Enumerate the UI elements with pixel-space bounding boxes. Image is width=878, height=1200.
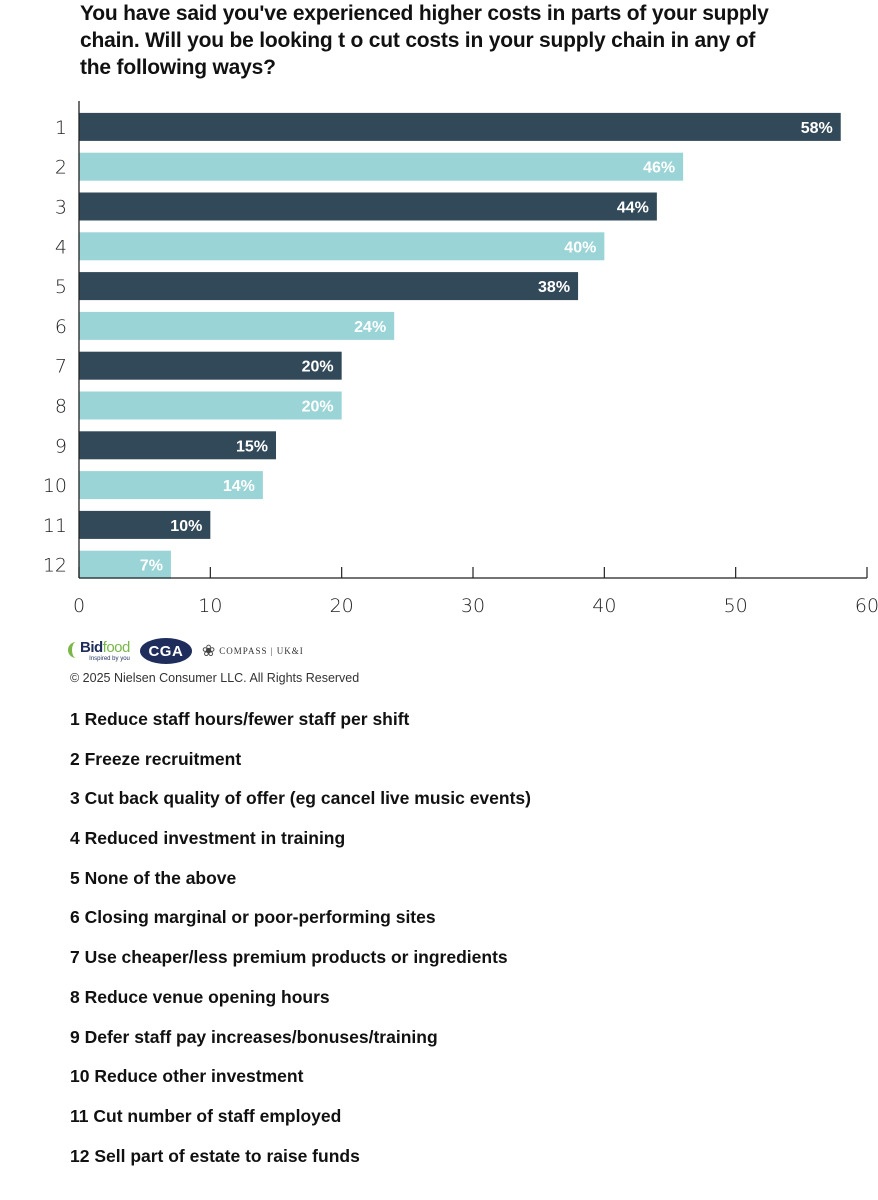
bar-value-label: 46% <box>643 160 675 177</box>
legend-item: 11 Cut number of staff employed <box>70 1105 342 1126</box>
copyright-notice: © 2025 Nielsen Consumer LLC. All Rights … <box>70 671 360 685</box>
y-tick-label: 10 <box>43 475 67 497</box>
bar-value-label: 44% <box>617 200 649 217</box>
legend-item: 10 Reduce other investment <box>70 1066 304 1087</box>
y-tick-label: 2 <box>55 157 67 179</box>
bar-value-label: 58% <box>801 120 833 137</box>
bidfood-swoosh-icon <box>68 641 86 658</box>
legend-item: 9 Defer staff pay increases/bonuses/trai… <box>70 1026 438 1047</box>
legend-item: 3 Cut back quality of offer (eg cancel l… <box>70 788 531 809</box>
legend-item: 5 None of the above <box>70 867 237 888</box>
bar <box>79 510 211 539</box>
bar-value-label: 7% <box>140 558 163 575</box>
bar-value-label: 38% <box>538 279 570 296</box>
cga-logo: CGA <box>139 638 192 664</box>
bar-value-label: 20% <box>302 399 334 416</box>
x-tick-label: 40 <box>592 595 616 617</box>
y-tick-label: 7 <box>55 356 67 378</box>
bar-value-label: 10% <box>170 518 202 535</box>
category-legend: 1 Reduce staff hours/fewer staff per shi… <box>70 708 531 1184</box>
x-tick-label: 0 <box>73 595 85 617</box>
legend-item: 2 Freeze recruitment <box>70 748 242 769</box>
bar <box>79 232 605 261</box>
bar <box>79 550 171 579</box>
y-tick-label: 12 <box>43 555 67 577</box>
legend-item: 6 Closing marginal or poor-performing si… <box>70 907 436 928</box>
y-tick-label: 11 <box>43 515 67 537</box>
bar-value-label: 40% <box>564 239 596 256</box>
x-tick-label: 50 <box>724 595 748 617</box>
bar <box>79 351 342 380</box>
bar <box>79 391 342 420</box>
bar <box>79 192 657 221</box>
x-tick-label: 20 <box>330 595 354 617</box>
y-tick-label: 1 <box>55 117 67 139</box>
bar-value-label: 24% <box>354 319 386 336</box>
bar-chart: 58% 1 46% 2 44% 3 40% 4 38% 5 24% 6 20% 7 20% 8 15% 9 14% 1… <box>43 101 878 617</box>
compass-logo-text: COMPASS | UK&I <box>219 646 304 656</box>
compass-figure-icon: ❀ <box>201 643 217 660</box>
bar-value-label: 20% <box>302 359 334 376</box>
y-tick-label: 6 <box>55 316 67 338</box>
y-tick-label: 8 <box>55 396 67 418</box>
bidfood-name-food: food <box>102 638 131 656</box>
bar <box>79 152 684 181</box>
bar-value-label: 15% <box>236 438 268 455</box>
bar <box>79 272 579 301</box>
bar <box>79 431 276 460</box>
compass-logo: ❀ COMPASS | UK&I <box>202 641 304 661</box>
legend-item: 7 Use cheaper/less premium products or i… <box>70 947 508 968</box>
y-tick-label: 3 <box>55 197 67 219</box>
chart-title: You have said you've experienced higher … <box>80 2 769 79</box>
x-tick-label: 30 <box>461 595 485 617</box>
legend-item: 12 Sell part of estate to raise funds <box>70 1145 360 1166</box>
bar <box>79 311 395 340</box>
bar-value-label: 14% <box>223 478 255 495</box>
y-tick-label: 5 <box>55 276 67 298</box>
legend-item: 8 Reduce venue opening hours <box>70 986 330 1007</box>
logo-strip: Bidfood Inspired by you CGA ❀ COMPASS | … <box>68 634 304 668</box>
legend-item: 1 Reduce staff hours/fewer staff per shi… <box>70 709 410 729</box>
x-tick-label: 10 <box>198 595 222 617</box>
bar <box>79 471 263 500</box>
y-tick-label: 4 <box>55 236 67 258</box>
x-tick-label: 60 <box>855 595 878 617</box>
bar <box>79 112 841 141</box>
bidfood-tagline: Inspired by you <box>89 655 130 662</box>
legend-item: 4 Reduced investment in training <box>70 828 346 849</box>
y-tick-label: 9 <box>55 435 67 457</box>
bidfood-logo: Bidfood Inspired by you <box>68 638 131 663</box>
